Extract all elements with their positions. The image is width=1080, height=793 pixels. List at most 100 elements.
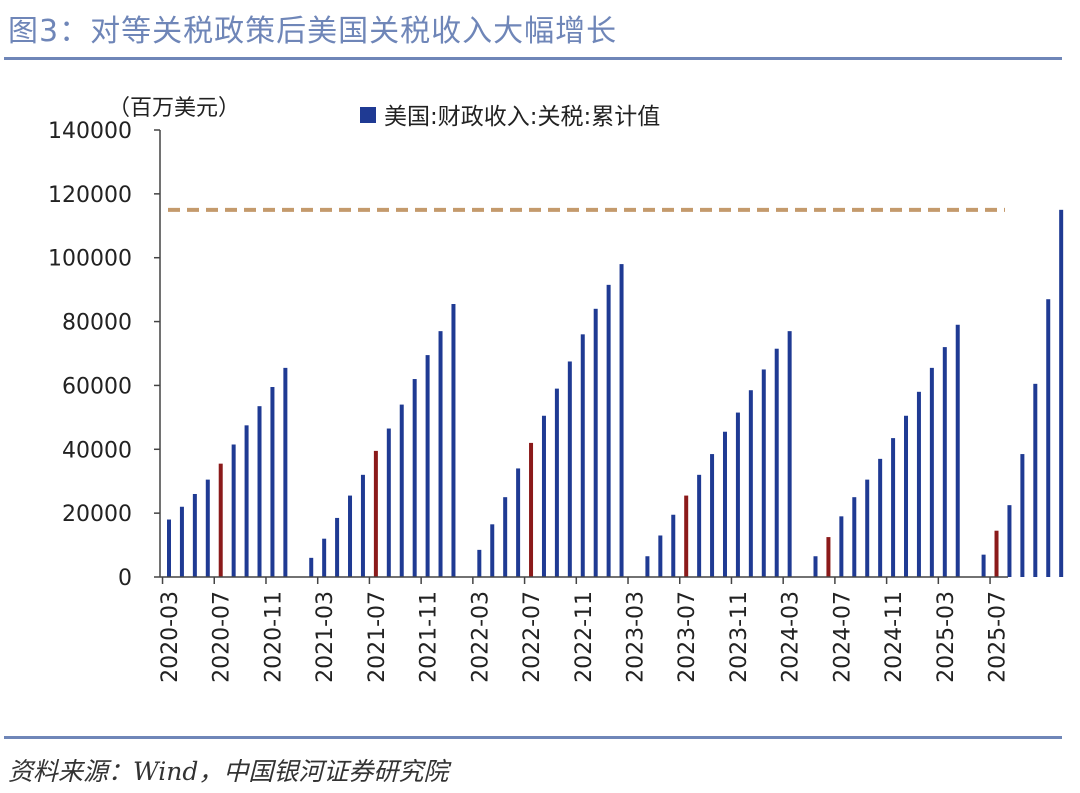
bar-2022-06 bbox=[516, 468, 521, 577]
bar-2023-11 bbox=[735, 412, 740, 577]
bar-2022-05 bbox=[503, 497, 508, 577]
bar-2024-05 bbox=[813, 556, 818, 577]
bar-2023-05 bbox=[658, 535, 663, 577]
bar-2020-07 bbox=[218, 463, 223, 577]
bar-2023-10 bbox=[722, 431, 727, 577]
x-tick-label: 2024-03 bbox=[779, 591, 804, 683]
x-tick-label: 2022-11 bbox=[572, 591, 597, 683]
bar-2023-08 bbox=[697, 474, 702, 577]
bar-2022-04 bbox=[490, 524, 495, 577]
y-tick-label: 140000 bbox=[48, 119, 132, 144]
bar-2025-06 bbox=[981, 554, 986, 577]
bar-2021-09 bbox=[399, 404, 404, 577]
bar-2024-06 bbox=[826, 537, 831, 577]
bar-2021-04 bbox=[335, 517, 340, 577]
x-tick-label: 2025-03 bbox=[934, 591, 959, 683]
bar-2022-08 bbox=[541, 415, 546, 577]
bar-2023-04 bbox=[645, 556, 650, 577]
bar-2024-09 bbox=[865, 479, 870, 577]
bar-undefined bbox=[1020, 454, 1025, 577]
bar-2020-08 bbox=[231, 444, 236, 577]
bar-2020-09 bbox=[244, 425, 249, 577]
bar-2025-03 bbox=[942, 347, 947, 577]
x-tick-label: 2022-07 bbox=[520, 591, 545, 683]
bar-2024-02 bbox=[774, 348, 779, 577]
bar-2024-10 bbox=[878, 458, 883, 577]
x-tick-label: 2021-07 bbox=[365, 591, 390, 683]
legend-label: 美国:财政收入:关税:累计值 bbox=[384, 104, 660, 130]
bar-2022-03 bbox=[477, 549, 482, 577]
bar-2021-10 bbox=[412, 379, 417, 577]
x-tick-label: 2020-03 bbox=[158, 591, 183, 683]
x-tick-label: 2024-11 bbox=[882, 591, 907, 683]
bar-2021-08 bbox=[386, 428, 391, 577]
x-tick-label: 2025-07 bbox=[986, 591, 1011, 683]
bar-2022-11 bbox=[580, 334, 585, 577]
bar-2020-12 bbox=[283, 367, 288, 577]
x-tick-label: 2021-03 bbox=[313, 591, 338, 683]
bar-2024-01 bbox=[761, 369, 766, 577]
bar-2025-04 bbox=[955, 324, 960, 577]
bar-2021-05 bbox=[348, 495, 353, 577]
y-tick-label: 0 bbox=[118, 566, 132, 591]
bar-2025-01 bbox=[916, 391, 921, 577]
y-tick-label: 80000 bbox=[62, 311, 132, 336]
x-tick-label: 2022-03 bbox=[468, 591, 493, 683]
bar-2023-09 bbox=[710, 454, 715, 577]
x-tick-label: 2023-07 bbox=[675, 591, 700, 683]
bars bbox=[167, 209, 1064, 577]
bar-2025-02 bbox=[929, 367, 934, 577]
unit-label: （百万美元） bbox=[108, 96, 240, 121]
bar-2021-06 bbox=[360, 474, 365, 577]
footer-rule bbox=[4, 736, 1062, 739]
bar-2021-11 bbox=[425, 355, 430, 577]
bar-2020-06 bbox=[205, 479, 210, 577]
bar-2021-12 bbox=[438, 331, 443, 577]
legend: 美国:财政收入:关税:累计值 bbox=[360, 104, 660, 130]
bar-2021-03 bbox=[322, 538, 327, 577]
figure-title: 图3：对等关税政策后美国关税收入大幅增长 bbox=[8, 14, 618, 49]
bar-2020-10 bbox=[257, 406, 262, 577]
header-rule bbox=[4, 57, 1062, 60]
bar-2020-05 bbox=[192, 493, 197, 577]
bar-undefined bbox=[1046, 299, 1051, 577]
bar-2021-07 bbox=[373, 450, 378, 577]
bar-undefined bbox=[1033, 383, 1038, 577]
bar-2020-11 bbox=[270, 387, 275, 577]
y-tick-label: 40000 bbox=[62, 438, 132, 463]
bar-2022-12 bbox=[593, 308, 598, 577]
bar-2025-07 bbox=[994, 530, 999, 577]
bar-undefined bbox=[1007, 505, 1012, 577]
x-tick-label: 2023-11 bbox=[727, 591, 752, 683]
bar-2023-01 bbox=[606, 284, 611, 577]
x-tick-label: 2021-11 bbox=[417, 591, 442, 683]
y-tick-label: 100000 bbox=[48, 247, 132, 272]
bar-2020-04 bbox=[179, 506, 184, 577]
x-axis: 2020-03 2020-07 2020-11 2021-03 2021-07 2021-… bbox=[158, 576, 1011, 683]
bar-2022-07 bbox=[529, 442, 534, 577]
bar-2022-01 bbox=[451, 304, 456, 577]
bar-2023-12 bbox=[748, 390, 753, 577]
bar-undefined bbox=[1059, 209, 1064, 577]
source-note: 资料来源：Wind，中国银河证券研究院 bbox=[8, 757, 449, 786]
bar-2023-06 bbox=[671, 514, 676, 577]
bar-2023-02 bbox=[619, 264, 624, 577]
legend-swatch bbox=[360, 107, 376, 123]
y-tick-label: 20000 bbox=[62, 502, 132, 527]
bar-2024-07 bbox=[839, 516, 844, 577]
bar-2021-02 bbox=[309, 557, 314, 577]
y-axis: 0 20000 40000 60000 80000 100000 120000 140000 bbox=[48, 119, 161, 591]
bar-2024-11 bbox=[891, 438, 896, 577]
x-tick-label: 2020-11 bbox=[261, 591, 286, 683]
bar-2020-03 bbox=[167, 519, 171, 577]
bar-2023-07 bbox=[684, 495, 689, 577]
x-tick-label: 2024-07 bbox=[830, 591, 855, 683]
bar-2024-08 bbox=[852, 497, 857, 577]
bar-2022-09 bbox=[554, 388, 559, 577]
y-tick-label: 120000 bbox=[48, 183, 132, 208]
bar-2024-12 bbox=[904, 415, 909, 577]
bar-2024-03 bbox=[787, 331, 792, 577]
bar-2022-10 bbox=[567, 361, 572, 577]
x-tick-label: 2023-03 bbox=[623, 591, 648, 683]
